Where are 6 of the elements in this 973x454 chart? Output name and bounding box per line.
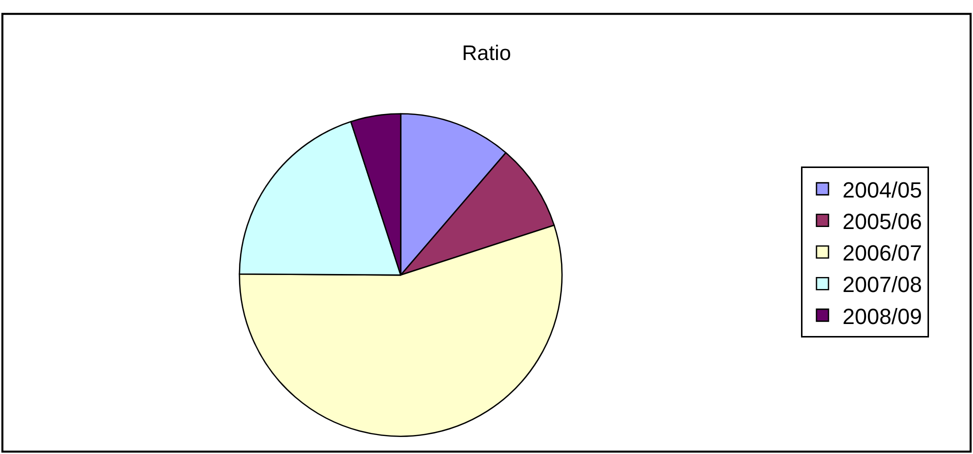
legend-label: 2004/05 [842,177,922,202]
chart-title: Ratio [462,42,512,66]
legend-label: 2006/07 [842,240,922,266]
legend-label: 2007/08 [842,272,922,298]
legend-label: 2005/06 [842,208,922,234]
legend-label: 2008/09 [842,304,922,329]
